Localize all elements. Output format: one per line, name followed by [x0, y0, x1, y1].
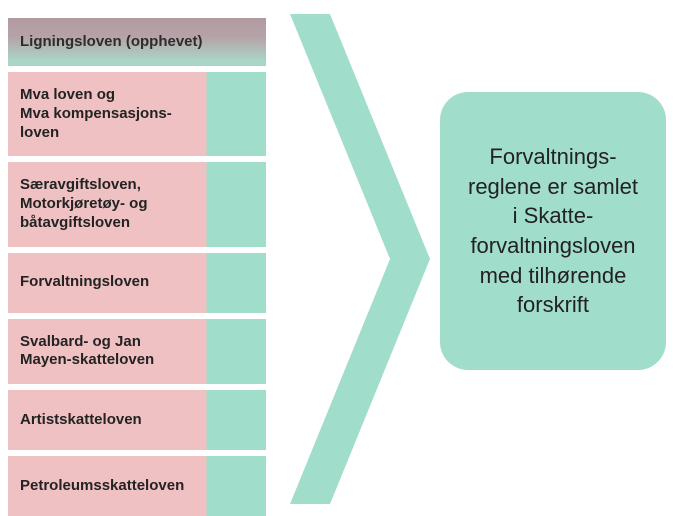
law-row: Særavgiftsloven,Motorkjøretøy- ogbåtavgi… [8, 162, 266, 246]
arrow-chevron [290, 14, 430, 504]
law-row-label: Forvaltningsloven [20, 273, 149, 292]
law-row-label: Særavgiftsloven,Motorkjøretøy- ogbåtavgi… [20, 176, 148, 232]
chevron-right-icon [290, 14, 430, 504]
law-row: Mva loven ogMva kompensasjons-loven [8, 72, 266, 156]
law-row-header: Ligningsloven (opphevet) [8, 18, 266, 66]
law-row-label: Petroleumsskatteloven [20, 477, 184, 496]
result-panel: Forvaltnings-reglene er samleti Skatte-f… [440, 92, 666, 370]
result-panel-text: Forvaltnings-reglene er samleti Skatte-f… [468, 142, 638, 320]
law-row-label: Mva loven ogMva kompensasjons-loven [20, 86, 210, 142]
law-row-label: Svalbard- og JanMayen-skatteloven [20, 333, 154, 371]
law-row: Petroleumsskatteloven [8, 456, 266, 516]
law-row-header-label: Ligningsloven (opphevet) [20, 33, 203, 52]
law-list: Ligningsloven (opphevet) Mva loven ogMva… [8, 18, 266, 516]
law-row-label: Artistskatteloven [20, 411, 142, 430]
law-row: Artistskatteloven [8, 390, 266, 450]
law-row: Svalbard- og JanMayen-skatteloven [8, 319, 266, 385]
law-row: Forvaltningsloven [8, 253, 266, 313]
